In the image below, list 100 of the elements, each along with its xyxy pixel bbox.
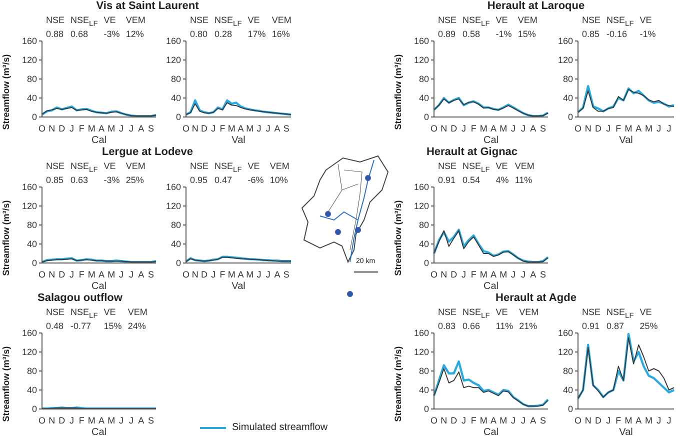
x-tick-label: J [606,123,611,134]
x-tick-label: A [530,123,536,134]
text: 16% [272,28,291,39]
y-tick-label: 80 [418,220,429,230]
x-tick-label: O [182,269,190,280]
y-tick-label: 80 [418,74,429,84]
x-tick-label: M [500,123,508,134]
x-tick-label: J [266,123,270,134]
x-tick-label: J [666,123,672,134]
text: NSE [582,15,601,27]
x-tick-label: A [530,415,536,426]
text: VE [248,161,261,173]
x-tick-label: S [540,123,546,134]
x-tick-label: A [274,269,280,280]
y-tick-label: 40 [26,239,37,250]
y-tick-label: 40 [418,385,429,396]
y-tick-label: 80 [170,74,181,84]
text: NSE$_{LF}$ [214,15,242,29]
x-tick-label: J [461,415,466,426]
text: NSE [438,307,457,319]
x-tick-label: D [58,123,66,134]
y-tick-label: 160 [558,328,573,338]
x-tick-label: A [636,415,642,426]
x-tick-label: A [98,415,104,426]
y-axis-title: Streamflow (m³/s) [1,54,12,130]
x-tick-label: J [666,415,672,426]
x-tick-label: A [238,123,244,134]
x-tick-label: A [636,123,642,134]
x-tick-label: O [574,415,582,426]
x-tick-label: J [211,269,216,280]
text: VE [496,307,509,319]
x-tick-label: J [461,123,466,134]
text: NSE [46,161,65,173]
text: 11% [514,174,534,185]
y-tick-label: 120 [414,201,429,212]
chart-title: Herault at Laroque [486,0,586,12]
x-tick-label: F [470,269,477,280]
y-tick-label: 160 [22,36,37,46]
x-tick-label: A [530,269,536,280]
text: 0.58 [462,28,482,39]
chart-title: Salagou outflow [36,292,124,304]
x-tick-label: D [201,123,208,134]
chart-title: Herault at Gignac [425,146,519,158]
text: 0.66 [462,320,482,331]
text: NSE$_{LF}$ [462,307,490,321]
x-tick-label: M [624,123,632,134]
x-tick-label: N [440,415,448,426]
x-tick-label: J [266,269,270,280]
y-tick-label: 160 [166,36,181,46]
x-tick-label: O [430,269,438,280]
text: 0.87 [606,320,626,331]
x-tick-label: A [138,123,144,134]
x-tick-label: O [182,123,190,134]
text: VE [640,15,653,27]
x-tick-label: F [616,123,622,134]
y-tick-label: 120 [558,347,573,358]
y-tick-label: 160 [414,182,429,192]
y-tick-label: 0 [424,258,429,268]
x-tick-label: N [584,415,592,426]
text: VEM [270,161,290,173]
y-tick-label: 0 [176,112,181,122]
text: -1% [496,28,512,39]
text: 21% [519,320,538,331]
x-tick-label: J [520,415,526,426]
x-tick-label: A [98,269,104,280]
x-tick-label: O [430,123,438,134]
text: 0.54 [462,174,482,185]
x-tick-label: F [470,415,477,426]
text: NSE [190,161,209,173]
x-tick-label: A [98,123,104,134]
x-tick-label: S [540,269,546,280]
text: 10% [270,174,289,185]
x-axis-title: Cal [483,135,499,146]
text: VEM [272,15,292,27]
text: NSE [438,161,457,173]
x-tick-label: M [108,415,116,426]
y-axis-title: Streamflow (m³/s) [393,54,404,130]
y-axis-title: Streamflow (m³/s) [393,346,404,422]
x-tick-label: M [228,269,236,280]
x-tick-label: N [440,123,448,134]
text: VE [104,307,117,319]
text: VEM [519,307,539,319]
x-tick-label: J [119,415,124,426]
x-tick-label: S [148,269,154,280]
x-tick-label: J [606,415,611,426]
text: VE [496,161,509,173]
text: 17% [248,28,266,39]
text: NSE [582,307,601,319]
text: NSE$_{LF}$ [70,161,98,175]
text: NSE$_{LF}$ [606,15,634,29]
text: 12% [126,28,145,39]
x-tick-label: N [192,269,198,280]
line-series [434,368,548,407]
x-tick-label: N [192,123,198,134]
y-tick-label: 120 [22,347,37,358]
x-tick-label: A [138,415,144,426]
chart-title: Lergue at Lodeve [100,146,194,158]
x-tick-label: D [450,415,458,426]
y-tick-label: 40 [418,93,429,104]
y-tick-label: 160 [22,182,37,192]
